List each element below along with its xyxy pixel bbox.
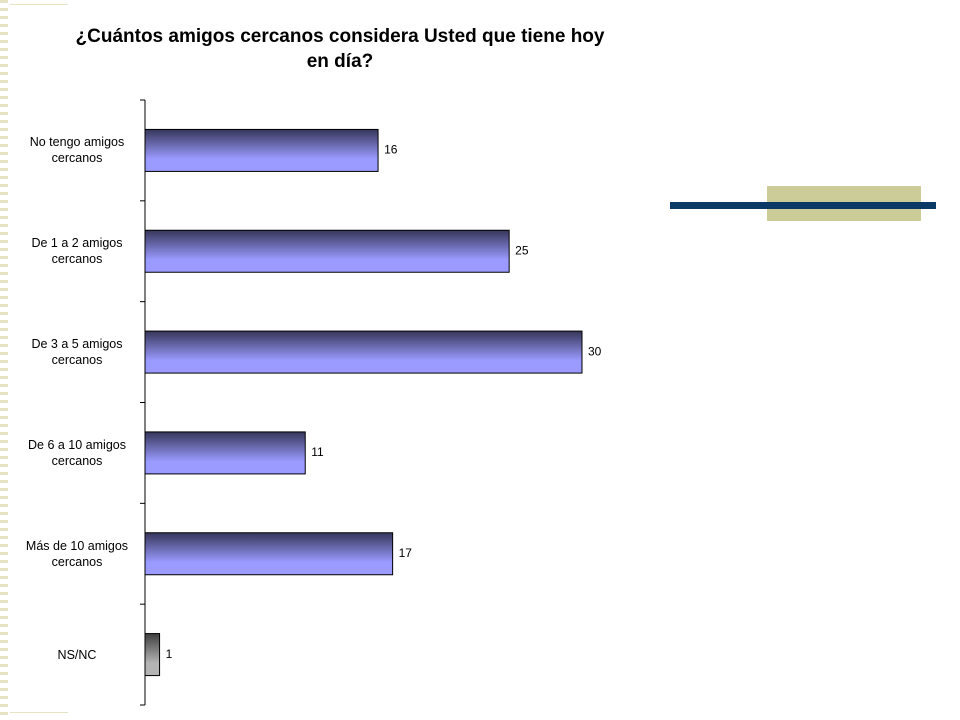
value-label: 11 [311, 445, 324, 459]
bar-shade [145, 129, 379, 172]
category-label: De 6 a 10 amigos cercanos [28, 437, 126, 468]
decor-bar [670, 202, 936, 209]
value-label: 25 [515, 243, 529, 257]
value-label: 30 [588, 344, 602, 358]
bar-shade [145, 431, 306, 474]
value-label: 1 [166, 647, 173, 661]
decor-line [10, 4, 68, 5]
category-label: No tengo amigos cercanos [29, 135, 125, 166]
decor-line [10, 712, 68, 713]
value-label: 16 [384, 143, 398, 157]
bar-shade [145, 532, 393, 575]
category-label: Más de 10 amigos cercanos [25, 538, 129, 569]
bar-shade [145, 633, 160, 676]
bar-shade [145, 230, 510, 273]
chart-title: ¿Cuántos amigos cercanos considera Usted… [75, 26, 605, 72]
value-label: 17 [399, 546, 413, 560]
category-label: De 3 a 5 amigos cercanos [31, 337, 123, 368]
category-label: NS/NC [57, 647, 97, 662]
category-label: De 1 a 2 amigos cercanos [31, 236, 123, 267]
bar-shade [145, 331, 582, 374]
decor-stripe [0, 0, 8, 720]
